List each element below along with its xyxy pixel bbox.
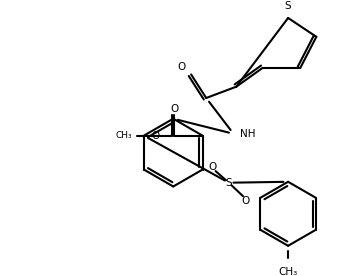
Text: CH₃: CH₃ bbox=[115, 131, 132, 140]
Text: O: O bbox=[209, 162, 217, 172]
Text: CH₃: CH₃ bbox=[279, 267, 298, 276]
Text: O: O bbox=[241, 196, 250, 206]
Text: S: S bbox=[285, 1, 291, 11]
Text: S: S bbox=[225, 178, 232, 188]
Text: NH: NH bbox=[240, 129, 256, 139]
Text: O: O bbox=[170, 104, 178, 114]
Text: O: O bbox=[152, 131, 160, 141]
Text: O: O bbox=[177, 62, 185, 72]
